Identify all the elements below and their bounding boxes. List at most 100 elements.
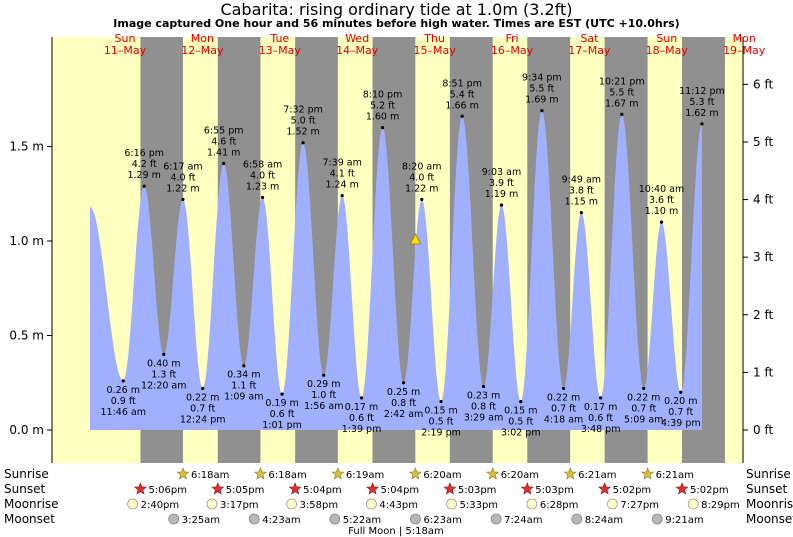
moonset-icon — [329, 513, 341, 525]
low-label: 0.9 ft — [111, 396, 136, 407]
high-label: 1.60 m — [366, 112, 399, 123]
sunset-time: 5:03pm — [535, 485, 574, 496]
high-label: 1.52 m — [286, 127, 319, 138]
high-label: 6:16 pm — [124, 148, 164, 159]
high-label: 6:17 am — [163, 161, 202, 172]
high-label: 5.5 ft — [609, 87, 634, 98]
moon-phase-footnote: Full Moon | 5:18am — [348, 526, 444, 537]
extreme-dot — [620, 112, 624, 116]
chart-subtitle: Image captured One hour and 56 minutes b… — [113, 17, 680, 30]
right-tick-label: 4 ft — [753, 193, 773, 207]
sunset-icon — [443, 482, 457, 495]
moonrise-time: 3:17pm — [220, 500, 259, 511]
high-label: 6:55 pm — [204, 126, 244, 137]
left-tick-label: 1.5 m — [9, 140, 44, 154]
sunrise-icon — [408, 467, 422, 480]
low-label: 0.6 ft — [588, 413, 613, 424]
extreme-dot — [280, 392, 284, 396]
high-label: 1.24 m — [325, 180, 358, 191]
low-label: 1:01 pm — [262, 420, 302, 431]
now-marker — [409, 233, 422, 245]
high-label: 1.67 m — [605, 98, 638, 109]
low-label: 0.22 m — [547, 392, 580, 403]
day-name: Fri — [505, 32, 518, 45]
low-label: 4:39 pm — [661, 418, 701, 429]
sunset-time: 5:02pm — [613, 485, 652, 496]
extreme-dot — [700, 122, 704, 126]
sunset-row-label: Sunset — [4, 482, 45, 496]
low-label: 0.26 m — [107, 385, 140, 396]
right-tick-label: 6 ft — [753, 77, 773, 91]
moonrise-icon — [446, 498, 457, 510]
high-label: 5.4 ft — [450, 89, 475, 100]
low-label: 0.19 m — [265, 398, 298, 409]
sunset-time: 5:02pm — [690, 485, 729, 496]
moonset-time: 5:22am — [343, 515, 381, 526]
moonset-icon — [490, 513, 502, 525]
high-label: 1.23 m — [246, 182, 279, 193]
high-label: 5.5 ft — [529, 84, 554, 95]
extreme-dot — [301, 141, 305, 145]
axes: 0.0 m 0.5 m 1.0 m 1.5 m 0 ft 1 ft 2 ft 3 ft 4 ft… — [9, 37, 773, 463]
moonset-icon — [571, 513, 583, 525]
high-label: 1.10 m — [645, 206, 678, 217]
sunrise-time: 6:21am — [656, 470, 694, 481]
day-date: 12–May — [181, 44, 224, 57]
high-label: 1.29 m — [127, 170, 160, 181]
moonset-icon — [248, 513, 260, 525]
right-tick-label: 5 ft — [753, 135, 773, 149]
low-label: 1:09 am — [224, 392, 263, 403]
sunrise-icon — [176, 467, 190, 480]
day-date: 17–May — [568, 44, 611, 57]
extreme-dot — [659, 220, 664, 224]
moonrise-icon — [366, 498, 377, 510]
day-name: Mon — [191, 32, 214, 45]
high-label: 11:12 pm — [679, 86, 725, 97]
high-label: 1.41 m — [207, 148, 240, 159]
right-tick-label: 2 ft — [753, 308, 773, 322]
high-label: 3.6 ft — [649, 195, 674, 206]
moonset-icon — [410, 513, 421, 525]
extreme-dot — [460, 114, 464, 118]
sunset-icon — [133, 482, 147, 495]
extreme-dot — [499, 203, 504, 207]
low-label: 0.7 ft — [190, 403, 215, 414]
extreme-dot — [439, 400, 443, 404]
extreme-dot — [201, 386, 205, 391]
sunset-time: 5:06pm — [148, 485, 187, 496]
extreme-dot — [420, 197, 424, 202]
low-label: 4:18 am — [544, 414, 583, 425]
low-label: 3:02 pm — [501, 428, 541, 439]
high-label: 4.6 ft — [211, 137, 236, 148]
sunrise-time: 6:18am — [268, 470, 306, 481]
sunrise-time: 6:20am — [501, 470, 539, 481]
day-date: 15–May — [413, 44, 456, 57]
high-label: 4.2 ft — [132, 159, 157, 170]
high-label: 4.0 ft — [409, 172, 434, 183]
extreme-dot — [642, 386, 646, 391]
high-label: 8:51 pm — [442, 78, 482, 89]
high-label: 7:32 pm — [283, 105, 323, 116]
sunset-icon — [288, 482, 302, 495]
sunset-icon — [520, 482, 534, 495]
low-label: 0.23 m — [467, 391, 500, 402]
low-label: 0.7 ft — [668, 407, 693, 418]
low-label: 0.29 m — [307, 379, 340, 390]
high-label: 3.8 ft — [569, 186, 594, 197]
high-label: 1.19 m — [485, 189, 518, 200]
extreme-dot — [340, 194, 344, 198]
extreme-dot — [260, 195, 265, 200]
right-tick-label: 1 ft — [753, 365, 773, 379]
low-label: 2:19 pm — [421, 428, 461, 439]
high-label: 4.1 ft — [330, 169, 355, 180]
moonrise-icon — [526, 498, 538, 510]
low-label: 0.5 ft — [508, 417, 533, 428]
tide-area-path — [90, 110, 702, 430]
extreme-dot — [359, 396, 364, 400]
moonset-icon — [168, 513, 180, 525]
extreme-dot — [380, 126, 385, 130]
moonrise-row-label-right: Moonrise — [746, 497, 793, 511]
sunset-time: 5:03pm — [458, 485, 497, 496]
high-label: 7:39 am — [322, 158, 361, 169]
extreme-dot — [181, 197, 185, 202]
